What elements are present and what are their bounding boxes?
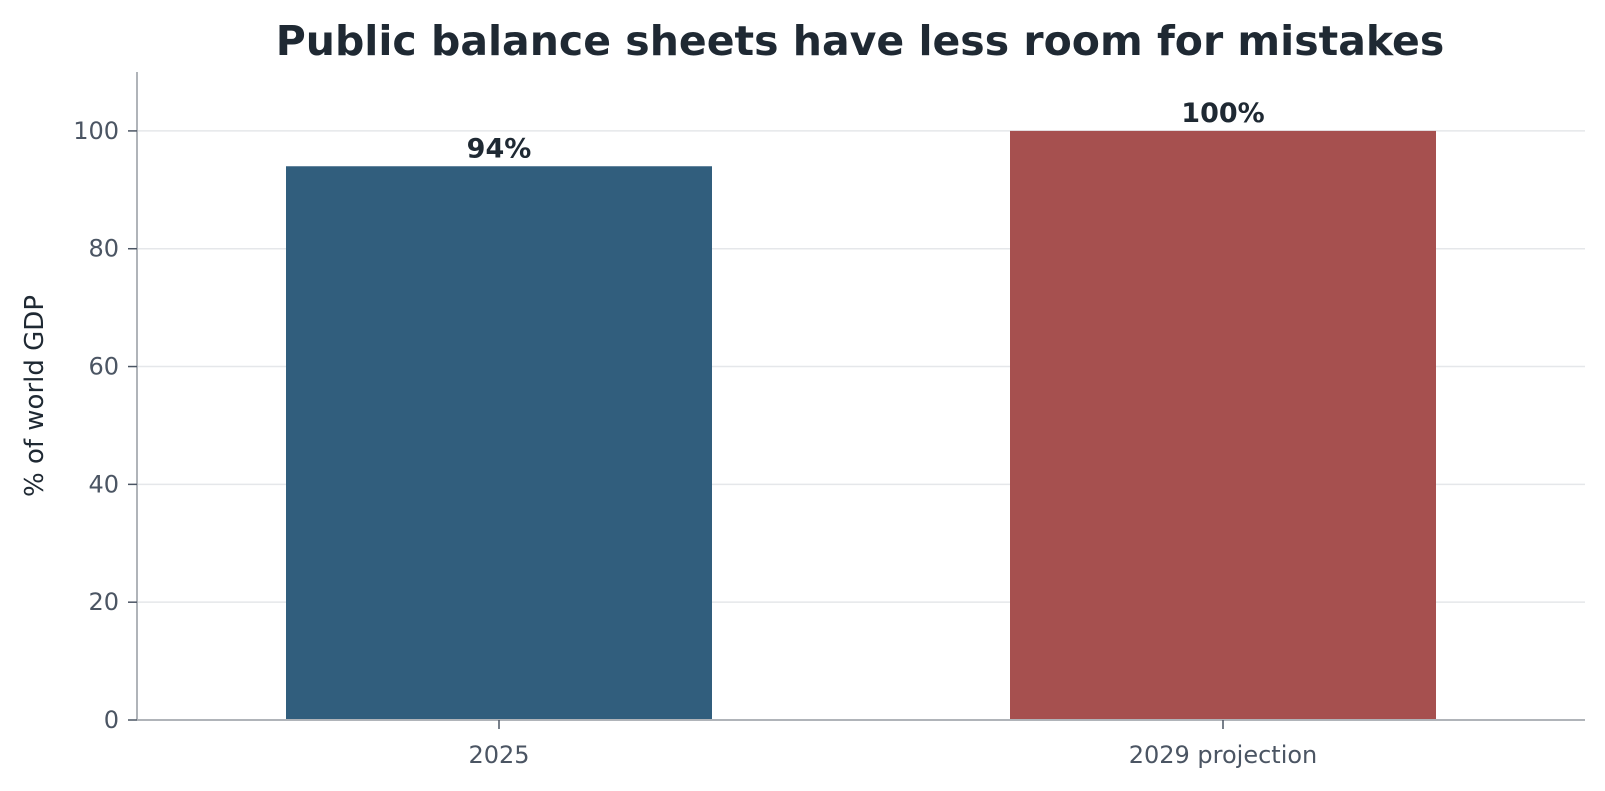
y-tick-label: 40 <box>88 470 119 498</box>
bars <box>286 130 1436 721</box>
bar-value-label: 100% <box>1181 98 1264 129</box>
x-tick-label: 2025 <box>468 741 529 769</box>
chart-title: Public balance sheets have less room for… <box>276 17 1445 65</box>
bar-1 <box>286 166 712 721</box>
bar-2 <box>1010 130 1436 721</box>
data-labels: 94% 100% <box>467 98 1265 164</box>
y-tick-label: 20 <box>88 588 119 616</box>
y-tick-label: 100 <box>73 117 119 145</box>
y-axis-label: % of world GDP <box>20 295 50 497</box>
x-tick-label: 2029 projection <box>1129 741 1318 769</box>
y-tick-label: 60 <box>88 353 119 381</box>
axes <box>136 72 1585 721</box>
y-tick-label: 80 <box>88 235 119 263</box>
y-tick-label: 0 <box>104 706 119 734</box>
bar-value-label: 94% <box>467 133 532 164</box>
ticks: 0 20 40 60 80 100 2025 2029 projection <box>73 117 1317 769</box>
